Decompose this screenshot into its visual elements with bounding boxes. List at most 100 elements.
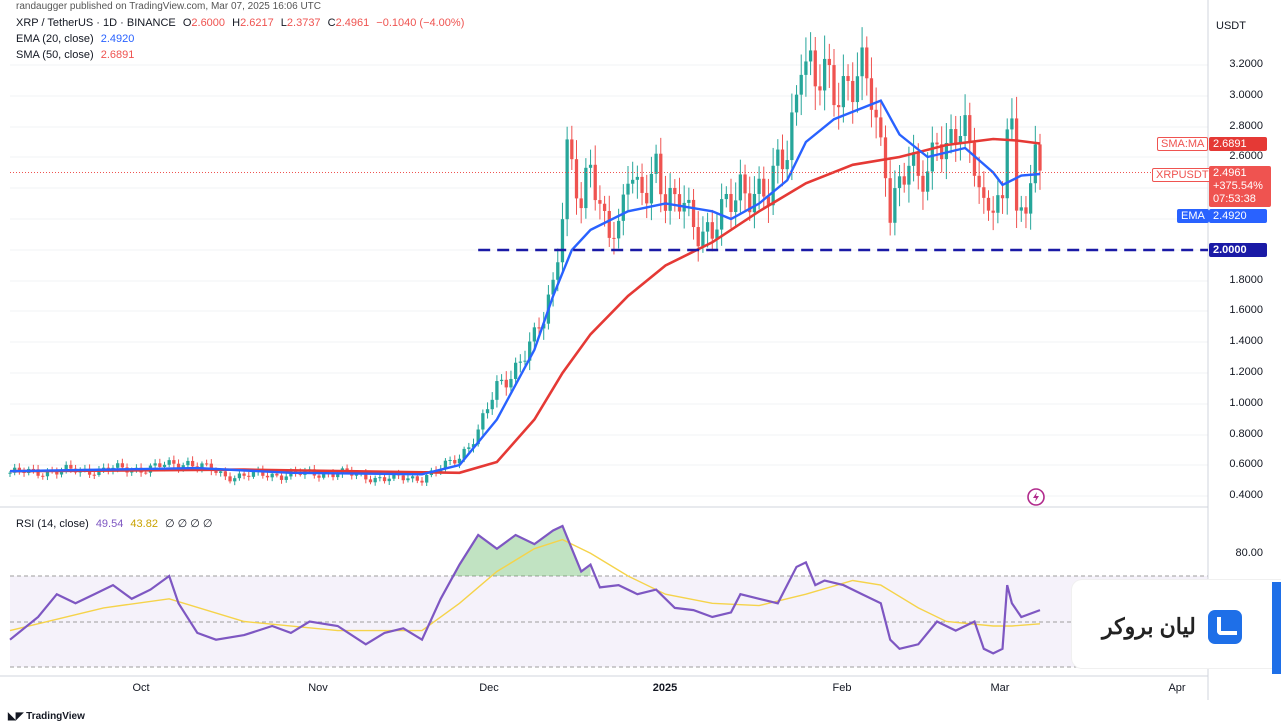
rsi-legend-value: 49.54 — [95, 518, 124, 530]
close-label: C — [327, 17, 336, 29]
candle-body — [528, 341, 532, 361]
ema-20-line — [9, 99, 1041, 476]
candle-body — [513, 362, 518, 379]
candle-body — [963, 115, 967, 137]
sma-50-line — [9, 137, 1041, 475]
candle-body — [410, 476, 415, 479]
broker-accent-bar — [1272, 582, 1281, 674]
candle-body — [317, 475, 321, 478]
candle-body — [621, 194, 625, 221]
candle-body — [865, 47, 869, 79]
candle-body — [677, 194, 682, 212]
publish-caption: randaugger published on TradingView.com,… — [16, 1, 322, 12]
candle-body — [181, 465, 185, 470]
price-tick-label: 3.0000 — [1229, 89, 1263, 101]
candle-body — [443, 460, 448, 470]
candle-body — [855, 76, 860, 103]
candle-body — [45, 470, 50, 477]
candle-body — [392, 473, 396, 479]
candle-body — [972, 142, 977, 176]
tradingview-logo[interactable]: ◣◤ TradingView — [8, 711, 85, 722]
candle-body — [958, 136, 963, 144]
candle-body — [799, 74, 803, 95]
candle-body — [654, 153, 658, 174]
candle-body — [8, 472, 12, 474]
candle-body — [968, 115, 972, 143]
price-tag-label: XRPUSDT — [1152, 168, 1213, 182]
candle-body — [907, 165, 911, 185]
candle-body — [916, 152, 920, 176]
candle-body — [64, 464, 68, 470]
candle-body — [626, 183, 630, 195]
candle-body — [172, 460, 176, 464]
candle-body — [813, 50, 817, 87]
lightning-icon[interactable] — [1027, 488, 1045, 506]
candle-body — [214, 470, 218, 473]
candle-body — [499, 379, 504, 382]
candle-body — [785, 160, 789, 170]
price-tick-label: 2.6000 — [1229, 150, 1263, 162]
candle-body — [284, 476, 288, 480]
candle-body — [944, 142, 949, 160]
rsi-ma-legend-value: 43.82 — [130, 518, 158, 530]
ema-legend[interactable]: EMA (20, close) 2.4920 — [16, 32, 138, 46]
candle-body — [584, 167, 588, 209]
symbol-legend: XRP / TetherUS · 1D · BINANCE O2.6000 H2… — [16, 16, 468, 30]
candle-body — [949, 129, 953, 143]
candle-body — [1038, 144, 1042, 171]
ema-legend-label: EMA (20, close) — [16, 33, 94, 45]
candle-body — [476, 429, 480, 445]
month-label-2025: 2025 — [652, 682, 678, 694]
currency-label[interactable]: USDT — [1216, 20, 1246, 32]
candle-body — [649, 173, 654, 204]
symbol-title: XRP / TetherUS · 1D · BINANCE — [16, 17, 176, 29]
price-tick-label: 3.2000 — [1229, 58, 1263, 70]
candle-body — [59, 469, 64, 475]
tv-icon: ◣◤ — [8, 711, 27, 722]
candle-body — [771, 165, 775, 206]
sma-legend[interactable]: SMA (50, close) 2.6891 — [16, 48, 138, 62]
candle-body — [336, 473, 340, 478]
candle-body — [757, 178, 761, 194]
candle-body — [481, 413, 485, 430]
candle-body — [940, 144, 944, 160]
sma-tag-value: 2.6891 — [1209, 137, 1267, 151]
candle-body — [762, 178, 766, 197]
candle-body — [279, 475, 284, 480]
candle-body — [457, 458, 462, 464]
rsi-legend[interactable]: RSI (14, close) 49.54 43.82 ∅ ∅ ∅ ∅ — [16, 517, 217, 531]
month-label-mar: Mar — [990, 682, 1010, 694]
candle-body — [101, 467, 106, 469]
candle-body — [495, 381, 499, 400]
candle-body — [331, 473, 335, 478]
candle-body — [467, 447, 471, 449]
support-tag: 2.0000 — [1209, 243, 1267, 257]
candle-body — [1033, 144, 1037, 184]
candle-body — [247, 475, 251, 477]
candle-body — [893, 188, 897, 223]
candle-body — [607, 210, 611, 238]
candle-body — [570, 139, 574, 160]
candle-body — [780, 149, 785, 170]
candle-body — [734, 200, 738, 212]
candle-body — [176, 463, 181, 470]
month-label-feb: Feb — [832, 682, 852, 694]
candle-body — [322, 473, 326, 478]
close-value: 2.4961 — [335, 17, 370, 29]
candle-body — [808, 50, 813, 62]
candle-body — [602, 203, 607, 211]
candle-body — [888, 178, 892, 223]
candle-body — [612, 237, 616, 239]
candle-body — [41, 475, 45, 477]
candle-body — [588, 164, 593, 168]
candle-body — [804, 61, 808, 75]
candle-body — [897, 176, 902, 189]
rsi-legend-extra: ∅ ∅ ∅ ∅ — [165, 518, 213, 530]
candle-body — [532, 327, 537, 342]
candle-body — [935, 142, 939, 145]
candle-body — [837, 105, 841, 108]
open-label: O — [182, 17, 192, 29]
candle-body — [345, 468, 349, 472]
candle-body — [415, 476, 419, 481]
